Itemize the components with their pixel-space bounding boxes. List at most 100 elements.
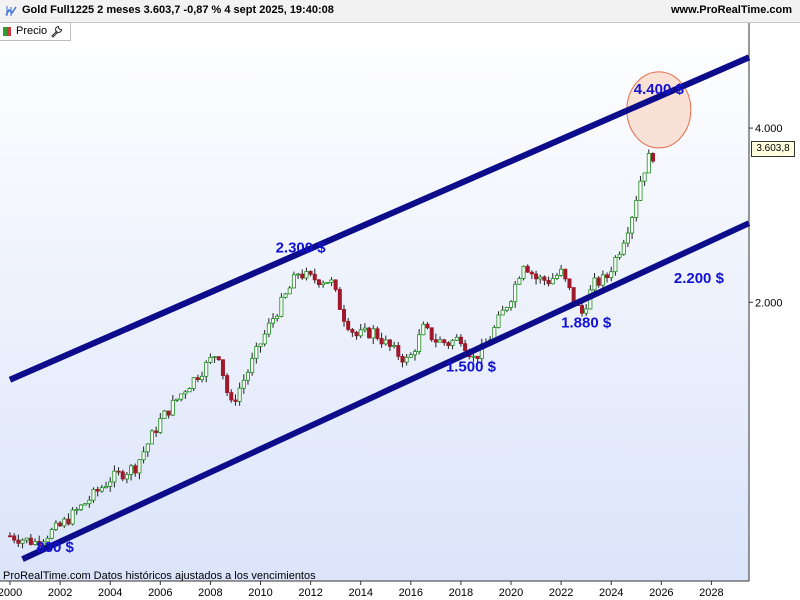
candle-body	[225, 375, 230, 393]
channel-upper-overlay	[8, 54, 751, 383]
candle-body	[550, 278, 555, 285]
candle-body	[254, 346, 259, 359]
candle-body	[250, 357, 255, 373]
candle-body	[275, 315, 280, 319]
candle-body	[112, 470, 117, 483]
candle-body	[162, 410, 167, 419]
candle-body	[600, 274, 605, 286]
candle-body	[133, 465, 138, 474]
candle-body	[28, 537, 33, 545]
candle-body	[200, 375, 205, 381]
candle-body	[141, 451, 146, 461]
candle-body	[33, 541, 38, 545]
candle-body	[124, 474, 129, 480]
candle-body	[379, 338, 384, 345]
candle-body	[325, 282, 330, 284]
candle-body	[179, 393, 184, 400]
y-tick-label: 4.000	[755, 123, 783, 135]
candle-body	[145, 443, 150, 453]
candle-body	[509, 301, 514, 308]
candle-body	[596, 277, 601, 286]
candle-body	[24, 537, 29, 541]
candle-body	[383, 339, 388, 345]
candle-body	[613, 256, 618, 273]
candle-body	[592, 277, 597, 291]
candle-body	[646, 153, 651, 174]
candle-body	[442, 339, 447, 344]
candle-body	[66, 518, 71, 525]
candle-body	[287, 287, 292, 295]
candle-body	[634, 199, 639, 218]
candle-body	[283, 293, 288, 298]
legend-label: Precio	[16, 25, 48, 37]
x-tick-label: 2014	[348, 587, 372, 599]
candle-body	[559, 268, 564, 276]
footer-note: ProRealTime.com Datos históricos ajustad…	[3, 570, 316, 582]
candle-body	[638, 180, 643, 201]
candle-body	[291, 274, 296, 289]
x-tick-label: 2018	[449, 587, 473, 599]
y-axis: 2.000 4.000	[749, 123, 783, 309]
x-axis-panel	[0, 581, 800, 600]
x-tick-label: 2002	[48, 587, 72, 599]
candle-body	[129, 465, 134, 475]
annotations: 2.300 $ 830 $ 1.500 $ 1.880 $ 2.200 $ 4.400 $	[36, 81, 724, 556]
target-highlight	[8, 54, 751, 383]
candle-body	[166, 410, 171, 416]
channel-lower-line	[21, 220, 751, 562]
x-tick-label: 2004	[98, 587, 122, 599]
candle-body	[450, 339, 455, 346]
candle-body	[120, 471, 125, 480]
candle-body	[175, 398, 180, 401]
chart-header: Gold Full1225 2 meses 3.603,7 -0,87 % 4 …	[0, 0, 800, 23]
candle-body	[421, 323, 426, 336]
candle-body	[108, 481, 113, 487]
candle-body	[16, 539, 21, 544]
candle-body	[183, 391, 188, 395]
candle-body	[500, 309, 505, 316]
candle-body	[304, 271, 309, 279]
candle-body	[137, 459, 142, 474]
candle-body	[546, 279, 551, 285]
candle-body	[266, 322, 271, 335]
candle-body	[504, 307, 509, 311]
chart-type-icon[interactable]	[4, 4, 18, 18]
legend-swatch-down	[7, 27, 11, 36]
candle-body	[204, 361, 209, 377]
candles	[7, 149, 655, 552]
candle-body	[74, 509, 79, 511]
candle-body	[237, 387, 242, 402]
candle-body	[83, 503, 88, 506]
x-tick-label: 2008	[198, 587, 222, 599]
wrench-icon[interactable]	[50, 25, 63, 38]
candle-body	[45, 537, 50, 543]
candle-body	[20, 539, 25, 544]
candle-body	[463, 343, 468, 352]
candle-body	[78, 504, 83, 510]
candle-body	[471, 355, 476, 358]
candle-body	[337, 289, 342, 310]
candle-body	[563, 268, 568, 280]
candle-body	[400, 355, 405, 363]
candle-body	[521, 265, 526, 279]
y-axis-panel	[749, 22, 800, 581]
candle-body	[542, 276, 547, 281]
candle-body	[333, 279, 338, 290]
legend-price[interactable]: Precio	[0, 22, 71, 41]
candle-body	[87, 499, 92, 505]
candle-body	[425, 323, 430, 329]
site-url[interactable]: www.ProRealTime.com	[670, 4, 792, 16]
candle-body	[208, 356, 213, 363]
candle-body	[584, 308, 589, 314]
candle-body	[625, 232, 630, 244]
candle-body	[617, 253, 622, 258]
candle-body	[329, 279, 334, 283]
candle-body	[554, 275, 559, 279]
candle-body	[438, 339, 443, 343]
candle-body	[258, 343, 263, 347]
candle-body	[49, 529, 54, 539]
candle-body	[271, 318, 276, 324]
candle-body	[408, 354, 413, 358]
candle-body	[195, 377, 200, 381]
